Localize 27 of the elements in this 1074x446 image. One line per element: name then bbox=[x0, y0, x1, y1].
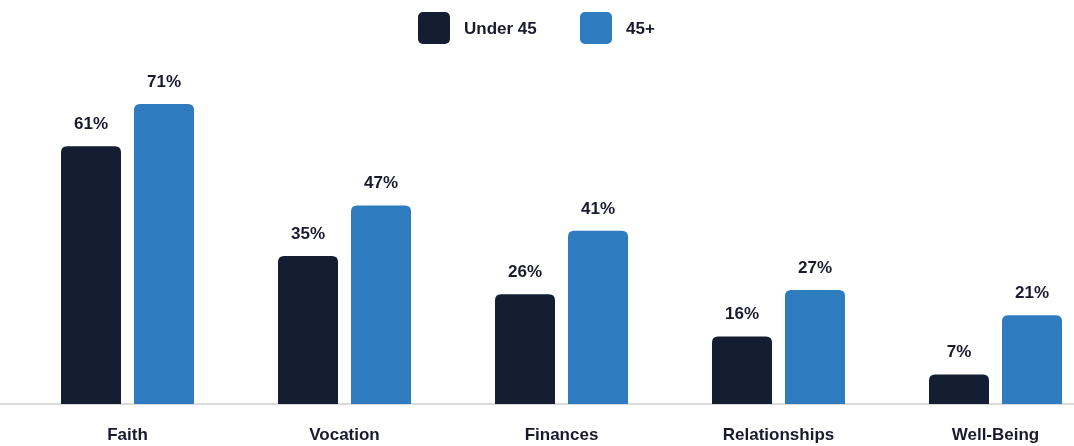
x-tick-label: Faith bbox=[107, 425, 148, 444]
bar bbox=[929, 374, 989, 404]
legend-label: 45+ bbox=[626, 19, 655, 38]
bar bbox=[1002, 315, 1062, 404]
legend-label: Under 45 bbox=[464, 19, 537, 38]
bar bbox=[134, 104, 194, 404]
bar bbox=[785, 289, 845, 404]
bar bbox=[351, 205, 411, 404]
bar bbox=[712, 336, 772, 404]
x-tick-label: Relationships bbox=[722, 425, 835, 444]
bar bbox=[495, 294, 555, 404]
data-label: 61% bbox=[73, 114, 109, 134]
data-label: 41% bbox=[580, 198, 616, 218]
x-tick-label: Vocation bbox=[309, 425, 380, 444]
data-label: 21% bbox=[1014, 283, 1050, 303]
data-label: 7% bbox=[946, 342, 972, 362]
data-label: 71% bbox=[146, 72, 182, 91]
data-label: 47% bbox=[363, 173, 399, 193]
data-label: 27% bbox=[797, 257, 833, 277]
data-label: 26% bbox=[507, 262, 543, 282]
data-label: 16% bbox=[724, 304, 760, 324]
bar bbox=[61, 146, 121, 404]
x-tick-label: Finances bbox=[524, 425, 599, 444]
bar bbox=[568, 230, 628, 404]
data-label: 35% bbox=[290, 224, 326, 244]
x-tick-label: Well-Being bbox=[951, 425, 1040, 444]
bar bbox=[278, 256, 338, 404]
